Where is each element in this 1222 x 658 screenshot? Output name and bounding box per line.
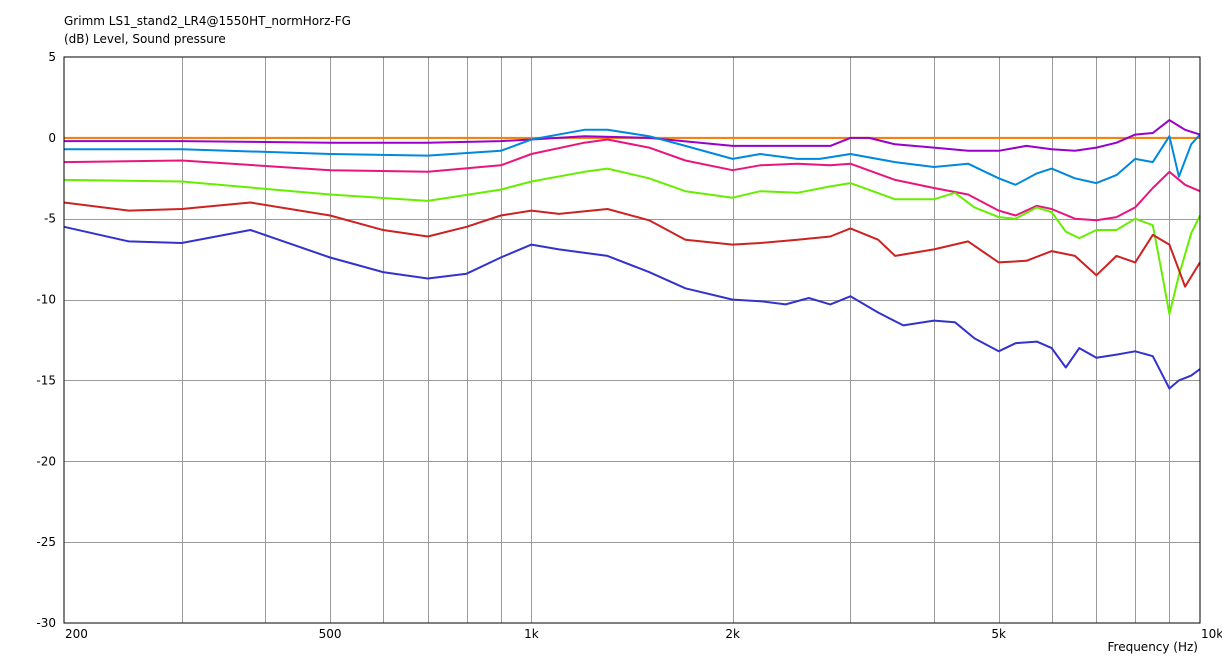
series-line-5	[63, 167, 1201, 316]
series-group	[63, 119, 1201, 390]
plot-frame	[63, 56, 1201, 624]
y-tick-label: 0	[48, 131, 56, 145]
y-tick-label: 5	[48, 50, 56, 64]
series-line-4	[63, 138, 1201, 222]
y-tick-label: -20	[36, 454, 56, 468]
x-tick-label: 10k	[1201, 627, 1222, 641]
y-tick-label: -5	[44, 212, 56, 226]
series-line-7	[63, 225, 1201, 390]
x-axis-label: Frequency (Hz)	[1107, 640, 1199, 654]
tick-labels: 5 0 -5 -10 -15 -20 -25 -30 200 500 1k 2k 5k 10k	[36, 50, 1222, 641]
x-tick-label: 500	[319, 627, 342, 641]
y-tick-label: -10	[36, 293, 56, 307]
x-tick-label: 1k	[524, 627, 539, 641]
y-tick-label: -15	[36, 373, 56, 387]
x-tick-label: 5k	[991, 627, 1006, 641]
x-tick-label: 2k	[725, 627, 740, 641]
series-line-6	[63, 201, 1201, 288]
y-axis-label: (dB) Level, Sound pressure	[64, 32, 226, 46]
x-tick-label: 200	[65, 627, 88, 641]
series-line-2	[64, 119, 1201, 152]
series-line-3	[64, 128, 1201, 186]
y-tick-label: -30	[36, 616, 56, 630]
y-tick-label: -25	[36, 535, 56, 549]
chart-title: Grimm LS1_stand2_LR4@1550HT_normHorz-FG	[64, 14, 351, 28]
